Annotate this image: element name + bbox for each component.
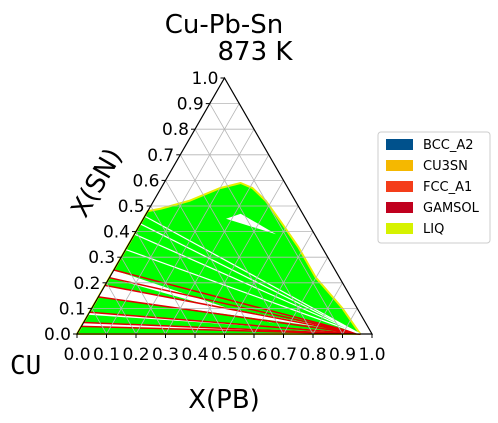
y-tick-label-1: 0.1 <box>59 299 86 319</box>
grid-line-pb-3 <box>165 154 270 335</box>
legend-label-cu3sn: CU3SN <box>423 159 468 174</box>
legend-swatch-bcc_a2 <box>386 139 413 150</box>
grid-line-pb-9 <box>342 308 358 335</box>
legend-swatch-cu3sn <box>386 160 413 171</box>
chart-title: Cu-Pb-Sn <box>165 10 284 40</box>
y-tick-label-0: 0.0 <box>44 325 71 345</box>
legend-label-liq: LIQ <box>423 222 444 237</box>
corner-label-cu: CU <box>10 351 41 381</box>
x-tick-label-4: 0.4 <box>181 345 208 365</box>
y-tick-label-3: 0.3 <box>88 248 115 268</box>
grid-lines <box>91 103 358 335</box>
x-tick-label-6: 0.6 <box>240 345 267 365</box>
two-phase-gap-4 <box>226 213 277 235</box>
x-tick-label-0: 0.0 <box>63 345 90 365</box>
x-tick-label-8: 0.8 <box>299 345 326 365</box>
grid-line-cu-9 <box>91 308 107 335</box>
grid-line-pb-6 <box>253 231 314 335</box>
x-axis-label: X(PB) <box>188 385 260 415</box>
grid-line-pb-7 <box>283 257 329 335</box>
x-tick-label-7: 0.7 <box>270 345 297 365</box>
grid-line-cu-1 <box>209 103 343 335</box>
y-tick-label-5: 0.5 <box>118 197 145 217</box>
x-tick-label-10: 1.0 <box>358 345 385 365</box>
y-tick-label-4: 0.4 <box>103 223 130 243</box>
legend: BCC_A2 CU3SN FCC_A1 GAMSOL LIQ <box>377 131 491 244</box>
x-tick-label-3: 0.3 <box>152 345 179 365</box>
legend-swatch-fcc_a1 <box>386 181 413 192</box>
legend-label-fcc_a1: FCC_A1 <box>423 180 472 195</box>
legend-swatch-liq <box>386 223 413 234</box>
x-tick-label-2: 0.2 <box>122 345 149 365</box>
grid-line-cu-3 <box>179 154 284 335</box>
y-tick-label-7: 0.7 <box>147 146 174 166</box>
legend-swatch-gamsol <box>386 202 413 213</box>
x-tick-label-5: 0.5 <box>211 345 238 365</box>
y-tick-labels: 0.0 0.1 0.2 0.3 0.4 0.5 0.6 0.7 0.8 0.9 1.0 <box>44 69 225 345</box>
y-tick-label-10: 1.0 <box>191 69 218 89</box>
y-tick-label-6: 0.6 <box>132 171 159 191</box>
grid-line-pb-8 <box>312 282 343 335</box>
y-tick-label-2: 0.2 <box>73 274 100 294</box>
x-tick-labels: 0.0 0.1 0.2 0.3 0.4 0.5 0.6 0.7 0.8 0.9 1.0 <box>63 334 386 365</box>
legend-label-gamsol: GAMSOL <box>423 201 480 216</box>
legend-label-bcc_a2: BCC_A2 <box>423 138 474 153</box>
grid-line-cu-8 <box>106 282 137 335</box>
legend-frame <box>377 131 491 244</box>
x-tick-label-1: 0.1 <box>93 345 120 365</box>
legend-entries: BCC_A2 CU3SN FCC_A1 GAMSOL LIQ <box>386 138 480 237</box>
grid-line-cu-6 <box>135 231 196 335</box>
grid-line-cu-5 <box>150 205 225 335</box>
grid-line-pb-5 <box>224 205 299 335</box>
grid-line-cu-7 <box>120 257 166 335</box>
y-tick-label-8: 0.8 <box>162 120 189 140</box>
grid-line-pb-1 <box>106 103 240 335</box>
chart-subtitle: 873 K <box>218 37 294 67</box>
x-tick-label-9: 0.9 <box>329 345 356 365</box>
y-tick-label-9: 0.9 <box>177 95 204 115</box>
